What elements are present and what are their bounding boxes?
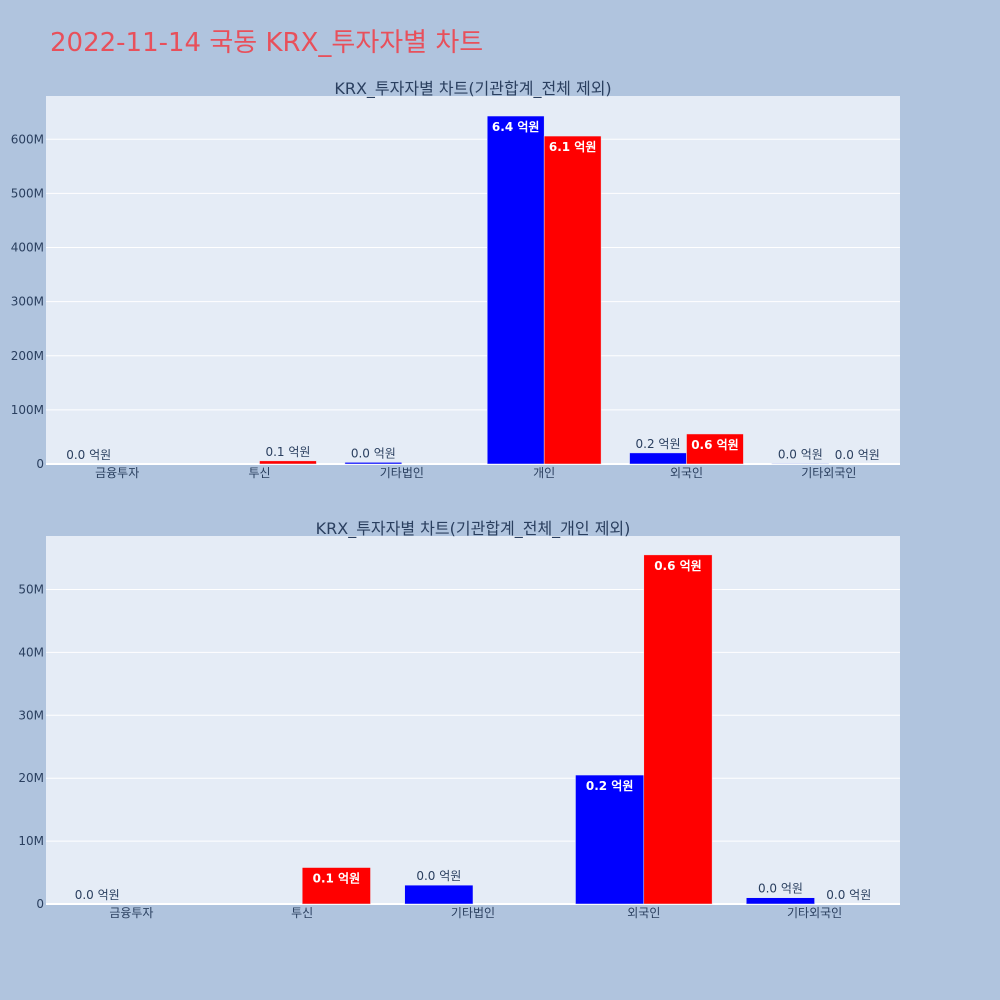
bar [746, 897, 815, 905]
x-tick-label: 개인 [533, 466, 555, 480]
y-tick-label: 500M [11, 186, 44, 200]
x-tick-label: 금융투자 [109, 906, 153, 920]
y-tick-label: 50M [18, 582, 44, 596]
bar [344, 462, 403, 465]
y-tick-label: 100M [11, 403, 44, 417]
x-tick-label: 투신 [248, 466, 270, 480]
bar [629, 452, 687, 465]
x-tick-label: 기타외국인 [801, 466, 856, 480]
data-label: 0.0 억원 [778, 447, 823, 461]
x-tick-label: 금융투자 [95, 466, 139, 480]
x-tick-label: 외국인 [627, 906, 660, 920]
x-tick-label: 기타법인 [380, 466, 424, 480]
data-label: 0.2 억원 [636, 437, 681, 451]
bar [404, 884, 474, 905]
y-tick-label: 20M [18, 771, 44, 785]
data-label: 0.0 억원 [826, 888, 871, 902]
data-label: 0.0 억원 [416, 869, 461, 883]
y-tick-label: 0 [36, 457, 44, 471]
data-label: 0.1 억원 [265, 445, 310, 459]
y-tick-label: 400M [11, 241, 44, 255]
y-tick-label: 300M [11, 295, 44, 309]
data-label: 0.2 억원 [586, 779, 634, 793]
y-tick-label: 0 [36, 897, 44, 911]
y-tick-label: 600M [11, 132, 44, 146]
data-label: 0.1 억원 [313, 872, 361, 886]
chart-title: KRX_투자자별 차트(기관합계_전체_개인 제외) [316, 519, 631, 539]
data-label: 0.6 억원 [654, 559, 702, 573]
chart-title: KRX_투자자별 차트(기관합계_전체 제외) [334, 79, 611, 99]
x-tick-label: 투신 [291, 906, 313, 920]
x-tick-label: 기타외국인 [787, 906, 842, 920]
y-tick-label: 200M [11, 349, 44, 363]
y-tick-label: 30M [18, 708, 44, 722]
y-tick-label: 10M [18, 834, 44, 848]
bar [575, 774, 645, 905]
x-tick-label: 기타법인 [451, 906, 495, 920]
bar [771, 463, 830, 465]
data-label: 0.6 억원 [691, 438, 739, 452]
data-label: 6.4 억원 [492, 120, 540, 134]
bar [643, 554, 713, 905]
data-label: 0.0 억원 [66, 448, 111, 462]
bar [486, 115, 545, 465]
data-label: 0.0 억원 [758, 882, 803, 896]
bar [686, 433, 744, 465]
plot-area [46, 536, 900, 904]
bar [259, 460, 317, 465]
bar [543, 135, 602, 465]
data-label: 0.0 억원 [835, 448, 880, 462]
x-tick-label: 외국인 [670, 466, 703, 480]
bar [301, 867, 371, 905]
data-label: 0.0 억원 [351, 446, 396, 460]
y-tick-label: 40M [18, 645, 44, 659]
data-label: 6.1 억원 [549, 140, 597, 154]
data-label: 0.0 억원 [75, 888, 120, 902]
page-title: 2022-11-14 국동 KRX_투자자별 차트 [50, 28, 484, 58]
plot-area [46, 96, 900, 464]
